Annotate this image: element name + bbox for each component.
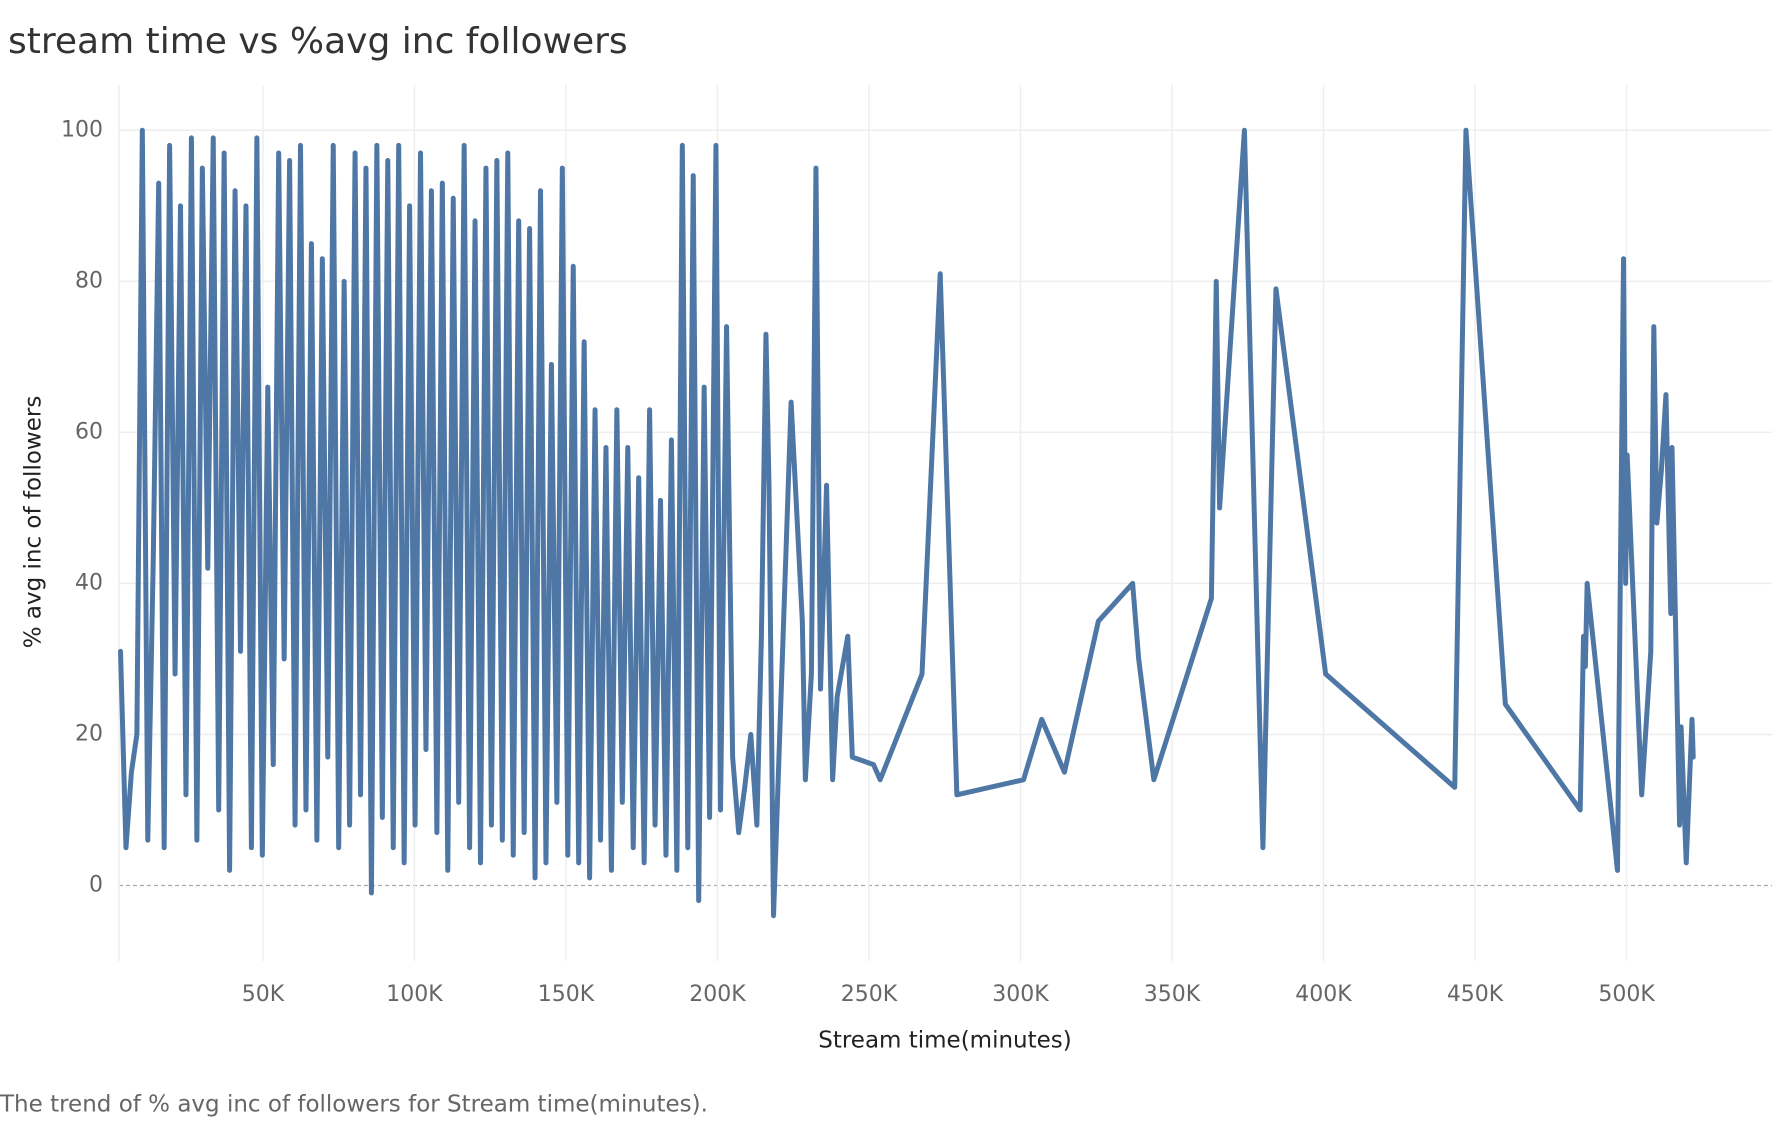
chart-title: stream time vs %avg inc followers — [8, 21, 628, 62]
x-tick-label: 100K — [386, 982, 443, 1007]
x-tick-label: 400K — [1295, 982, 1352, 1007]
x-axis-title: Stream time(minutes) — [818, 1028, 1072, 1054]
x-tick-label: 350K — [1144, 982, 1201, 1007]
x-tick-label: 150K — [538, 982, 595, 1007]
y-tick-label: 40 — [75, 570, 103, 595]
x-tick-label: 450K — [1447, 982, 1504, 1007]
y-tick-label: 80 — [75, 268, 103, 293]
y-tick-label: 0 — [89, 872, 103, 897]
x-tick-label: 500K — [1598, 982, 1655, 1007]
line-series — [118, 127, 1696, 919]
y-tick-label: 20 — [75, 721, 103, 746]
y-axis-title: % avg inc of followers — [21, 396, 47, 649]
x-tick-label: 250K — [841, 982, 898, 1007]
y-tick-label: 100 — [61, 117, 103, 142]
x-tick-label: 300K — [992, 982, 1049, 1007]
x-tick-label: 200K — [689, 982, 746, 1007]
x-tick-label: 50K — [242, 982, 285, 1007]
y-tick-label: 60 — [75, 419, 103, 444]
caption: The trend of % avg inc of followers for … — [0, 1092, 708, 1118]
